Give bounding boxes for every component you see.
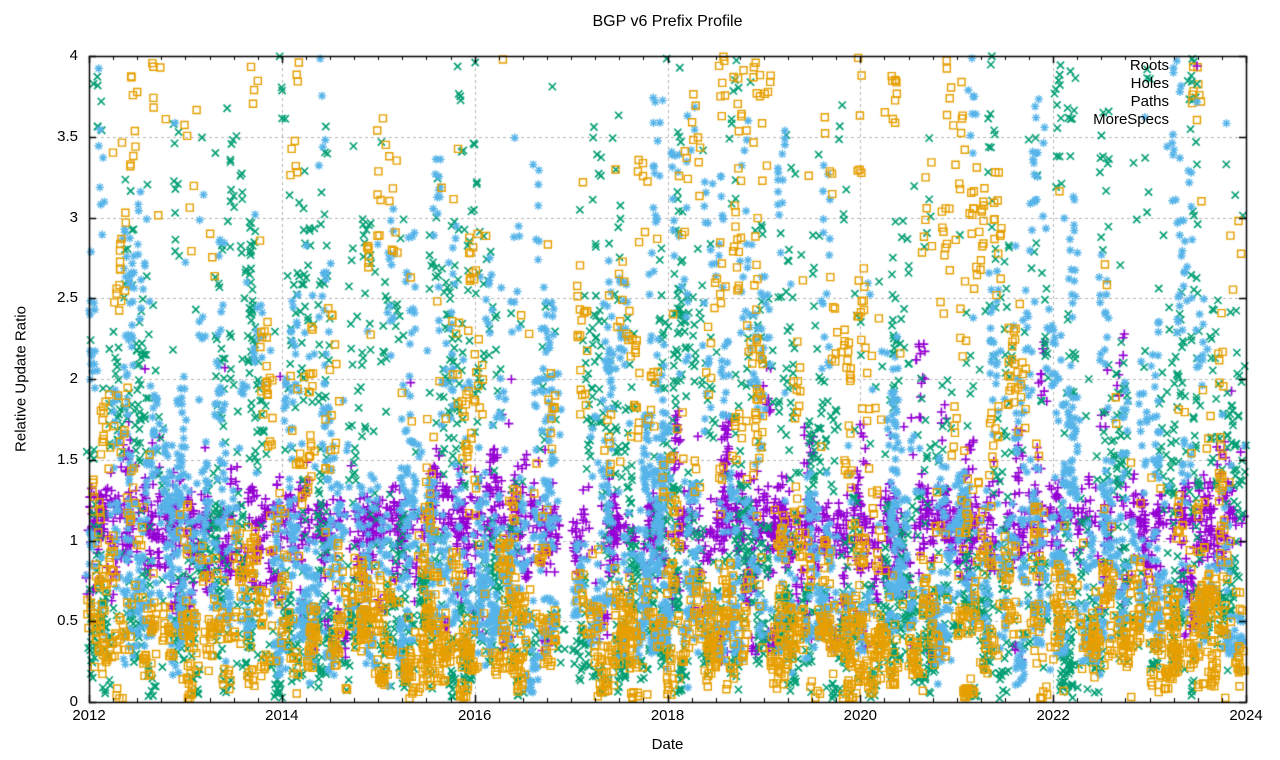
chart-title: BGP v6 Prefix Profile xyxy=(592,13,743,30)
x-tick-label: 2012 xyxy=(72,707,106,724)
x-tick-label: 2014 xyxy=(265,707,299,724)
legend-row-morespecs: MoreSpecs xyxy=(1093,111,1219,129)
legend-label-holes: Holes xyxy=(1130,75,1169,92)
x-tick-label: 2016 xyxy=(457,707,492,724)
asterisk-marker-icon xyxy=(1175,93,1219,111)
y-tick-label: 0.5 xyxy=(57,612,78,630)
cross-marker-icon xyxy=(1175,75,1219,93)
y-tick-label: 0 xyxy=(69,693,78,710)
legend-row-roots: Roots xyxy=(1093,57,1219,75)
y-tick-label: 4 xyxy=(69,47,78,64)
y-tick-label: 3.5 xyxy=(57,127,78,145)
y-tick-label: 1 xyxy=(69,531,78,549)
plus-marker-icon xyxy=(1175,57,1219,75)
legend-label-roots: Roots xyxy=(1129,57,1169,74)
x-tick-label: 2018 xyxy=(650,707,685,724)
x-tick-label: 2022 xyxy=(1036,707,1070,724)
x-tick-label: 2024 xyxy=(1229,707,1263,724)
legend-row-paths: Paths xyxy=(1093,93,1219,111)
legend-label-morespecs: MoreSpecs xyxy=(1093,111,1169,128)
y-tick-label: 2.5 xyxy=(57,289,78,307)
legend-label-paths: Paths xyxy=(1130,93,1169,110)
x-axis-label: Date xyxy=(651,736,684,753)
square-open-marker-icon xyxy=(1175,111,1219,129)
y-tick-label: 1.5 xyxy=(57,450,78,468)
legend-row-holes: Holes xyxy=(1093,75,1219,93)
y-tick-label: 2 xyxy=(69,370,78,387)
x-tick-label: 2020 xyxy=(843,707,878,724)
legend: Roots Holes Paths MoreSpecs xyxy=(1093,57,1219,129)
y-tick-label: 3 xyxy=(69,208,78,226)
